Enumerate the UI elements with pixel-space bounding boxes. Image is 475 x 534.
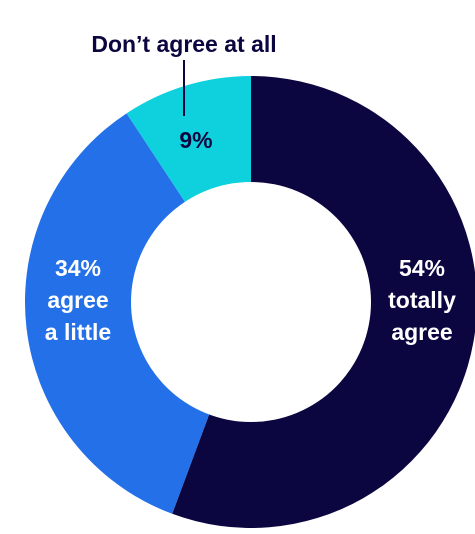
donut-hole: [131, 182, 371, 422]
data-label-totally-agree-line1: totally: [388, 287, 456, 313]
data-label-totally-agree-line2: agree: [391, 319, 452, 345]
data-label-agree-little-value: 34%: [55, 255, 101, 281]
data-label-agree-little-line1: agree: [47, 287, 108, 313]
data-label-agree-little-line2: a little: [45, 319, 111, 345]
data-label-totally-agree-value: 54%: [399, 255, 445, 281]
callout-label-dont-agree: Don’t agree at all: [91, 31, 276, 57]
data-label-dont-agree-value: 9%: [179, 127, 212, 153]
